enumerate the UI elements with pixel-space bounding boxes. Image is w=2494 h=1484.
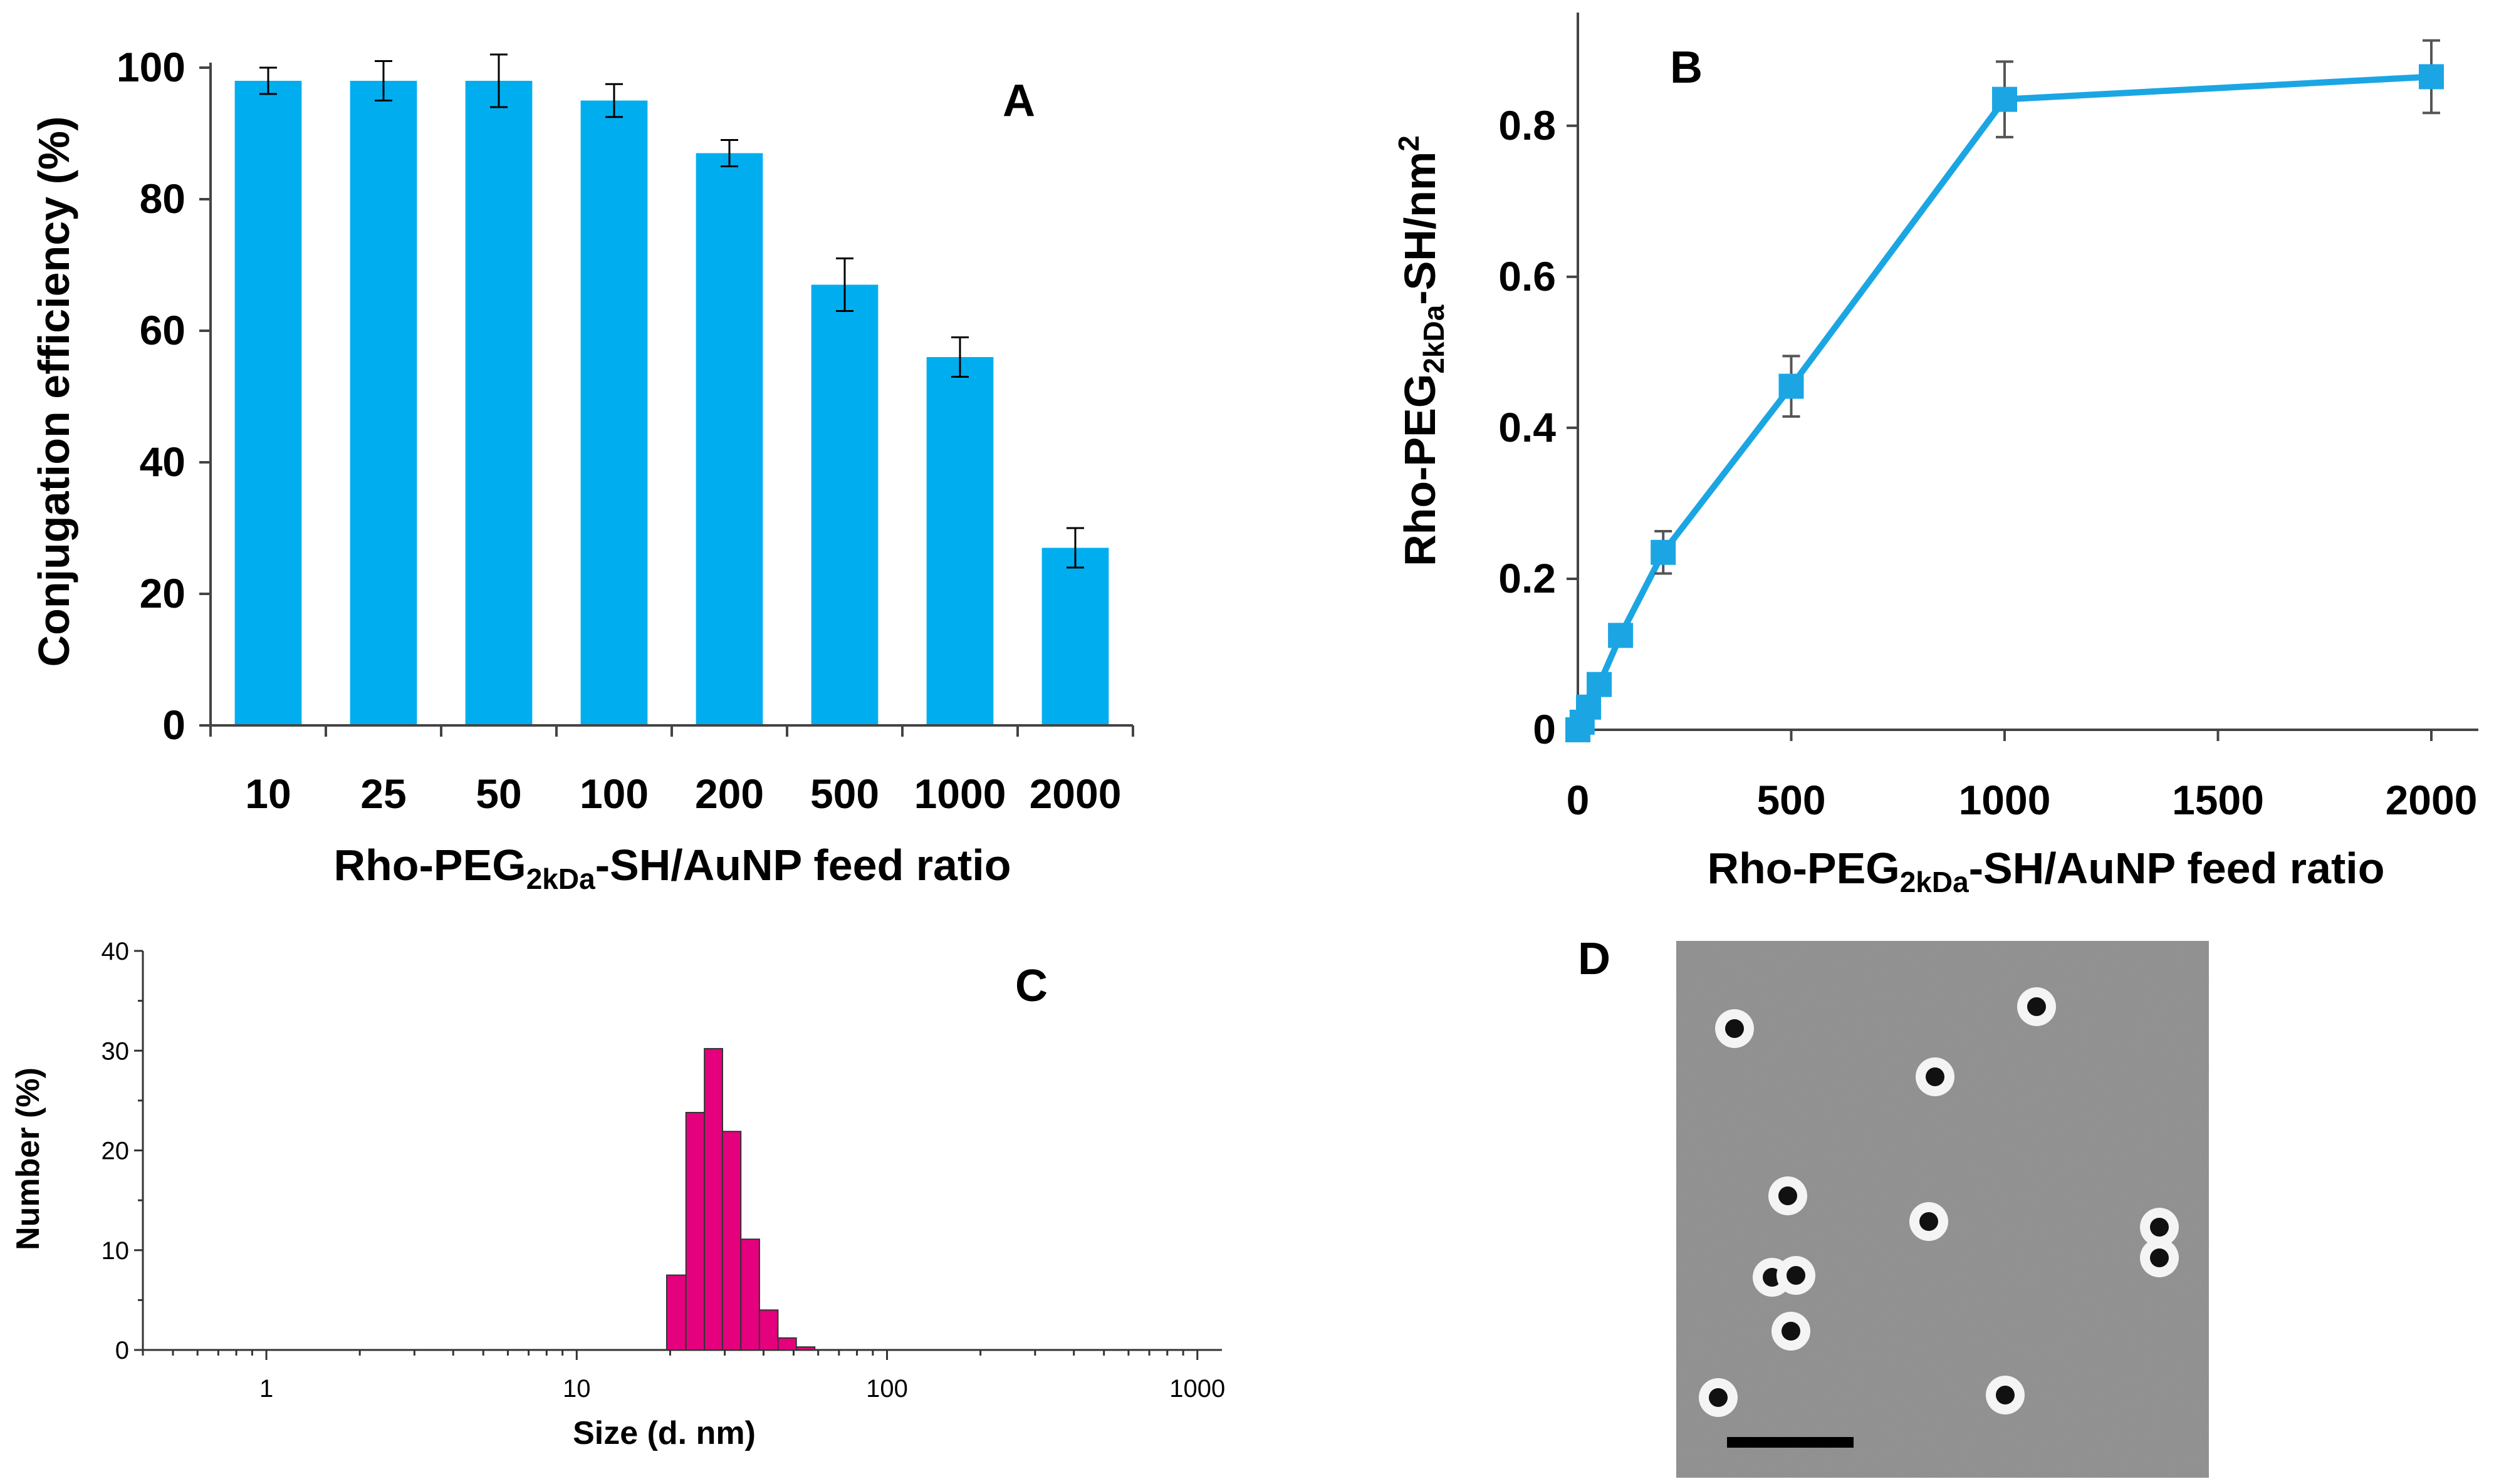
panel-a-bar — [465, 81, 533, 725]
panel-c-bar — [758, 1309, 779, 1351]
panel-b-x-title: Rho-PEG2kDa-SH/AuNP feed ratio — [1708, 844, 2385, 898]
panel-d-letter: D — [1578, 934, 1610, 984]
panel-c-y-tick-label: 10 — [102, 1237, 130, 1265]
panel-a-x-tick-label: 25 — [360, 771, 406, 817]
panel-b-line-chart: 0 0.2 0.4 0.6 0.8 0 500 1000 1500 2000 B Rho-PEG… — [1392, 13, 2478, 898]
panel-b-series-line — [1575, 73, 2432, 732]
particle — [2017, 987, 2056, 1026]
particle — [1916, 1057, 1954, 1096]
particle — [1699, 1378, 1738, 1417]
panel-b-data-point — [2419, 64, 2444, 90]
panel-a-y-tick-label: 0 — [162, 702, 185, 748]
panel-a-bar — [926, 357, 994, 725]
panel-b-data-point — [1587, 672, 1612, 697]
panel-a-y-tick-label: 60 — [140, 307, 185, 353]
panel-a-x-tick-label: 500 — [810, 771, 879, 817]
panel-c-x-ticks: 1 10 100 1000 — [142, 1350, 1225, 1403]
panel-c-x-tick-label: 1000 — [1169, 1375, 1225, 1403]
panel-c-bar — [740, 1238, 760, 1351]
panel-a-x-tick-label: 100 — [580, 771, 649, 817]
panel-b-y-tick-label: 0 — [1533, 706, 1556, 752]
panel-a-y-tick-label: 100 — [117, 44, 185, 90]
panel-a-x-title: Rho-PEG2kDa-SH/AuNP feed ratio — [334, 841, 1011, 895]
panel-b-y-tick-label: 0.6 — [1498, 253, 1556, 299]
panel-d-tem-image: D — [1578, 934, 2209, 1478]
panel-c-bar — [795, 1346, 816, 1351]
panel-c-bar — [665, 1274, 687, 1351]
panel-a-y-ticks: 0 20 40 60 80 100 — [117, 44, 211, 748]
particle — [2140, 1208, 2179, 1247]
panel-a-bar — [580, 100, 648, 725]
panel-a-bar — [811, 284, 879, 725]
panel-c-x-tick-label: 1 — [259, 1375, 273, 1403]
panel-b-x-ticks: 0 500 1000 1500 2000 — [1567, 730, 2478, 823]
panel-b-y-tick-label: 0.2 — [1498, 555, 1556, 601]
particle — [1715, 1009, 1754, 1048]
scale-bar — [1727, 1437, 1854, 1448]
panel-b-data-point — [1992, 86, 2017, 112]
panel-a-x-tick-label: 2000 — [1030, 771, 1122, 817]
panel-a-x-tick-label: 50 — [476, 771, 521, 817]
panel-c-y-title: Number (%) — [10, 1067, 46, 1250]
panel-a-y-tick-label: 80 — [140, 175, 185, 222]
panel-a-x-tick-label: 1000 — [914, 771, 1006, 817]
panel-a-y-tick-label: 20 — [140, 570, 185, 616]
panel-b-series — [1565, 39, 2444, 742]
panel-c-y-tick-label: 40 — [102, 938, 130, 965]
panel-b-letter: B — [1670, 43, 1703, 93]
particle — [1768, 1176, 1807, 1215]
panel-a-bars — [234, 81, 1109, 725]
panel-a-letter: A — [1003, 76, 1035, 126]
particle — [1771, 1312, 1810, 1351]
panel-c-bar — [685, 1111, 706, 1351]
panel-a-bar — [234, 81, 302, 725]
particle — [1909, 1202, 1948, 1241]
panel-c-bar — [704, 1048, 723, 1351]
panel-c-y-tick-label: 20 — [102, 1138, 130, 1165]
panel-a-bar — [1041, 547, 1109, 725]
panel-a-y-tick-label: 40 — [140, 438, 185, 485]
panel-c-x-tick-label: 100 — [866, 1375, 908, 1403]
panel-b-data-point — [1651, 539, 1676, 565]
particle — [1986, 1376, 2025, 1414]
panel-c-y-tick-label: 30 — [102, 1037, 130, 1065]
panel-a-x-tick-label: 200 — [695, 771, 764, 817]
panel-a-bar — [350, 81, 417, 725]
panel-b-x-tick-label: 1500 — [2172, 777, 2264, 823]
particle — [2140, 1238, 2179, 1277]
panel-b-x-tick-label: 1000 — [1959, 777, 2051, 823]
panel-b-x-tick-label: 0 — [1567, 777, 1590, 823]
panel-c-letter: C — [1015, 961, 1048, 1011]
panel-b-y-title: Rho-PEG2kDa-SH/nm2 — [1392, 135, 1450, 566]
panel-a-bar-chart: 0 20 40 60 80 100 10 25 50 100 200 500 1000 2000 A R… — [29, 44, 1134, 895]
panel-b-y-tick-label: 0.8 — [1498, 102, 1556, 148]
panel-c-y-tick-label: 0 — [115, 1337, 129, 1364]
panel-c-bars — [665, 1048, 816, 1351]
panel-c-y-ticks: 0 10 20 30 40 — [102, 938, 143, 1364]
panel-b-y-tick-label: 0.4 — [1498, 404, 1556, 450]
panel-a-error-bars — [259, 53, 1084, 569]
panel-a-x-tick-label: 10 — [245, 771, 291, 817]
panel-b-data-point — [1576, 694, 1602, 720]
panel-c-bar — [721, 1131, 742, 1351]
panel-b-x-tick-label: 2000 — [2386, 777, 2478, 823]
panel-a-x-ticks: 10 25 50 100 200 500 1000 2000 — [209, 725, 1134, 817]
panel-a-y-title: Conjugation efficiency (%) — [29, 117, 78, 667]
tem-particles — [1699, 987, 2179, 1417]
particle — [1777, 1256, 1815, 1295]
panel-c-x-tick-label: 10 — [563, 1375, 591, 1403]
panel-b-x-tick-label: 500 — [1756, 777, 1825, 823]
panel-a-bar — [696, 153, 763, 725]
panel-b-data-point — [1778, 373, 1804, 399]
panel-c-size-histogram: 0 10 20 30 40 1 10 100 1000 C Size (d. nm) Numb… — [10, 938, 1225, 1451]
panel-b-y-ticks: 0 0.2 0.4 0.6 0.8 — [1498, 102, 1578, 752]
panel-b-data-point — [1608, 623, 1634, 648]
panel-c-bar — [777, 1337, 797, 1351]
panel-c-x-title: Size (d. nm) — [573, 1415, 756, 1451]
